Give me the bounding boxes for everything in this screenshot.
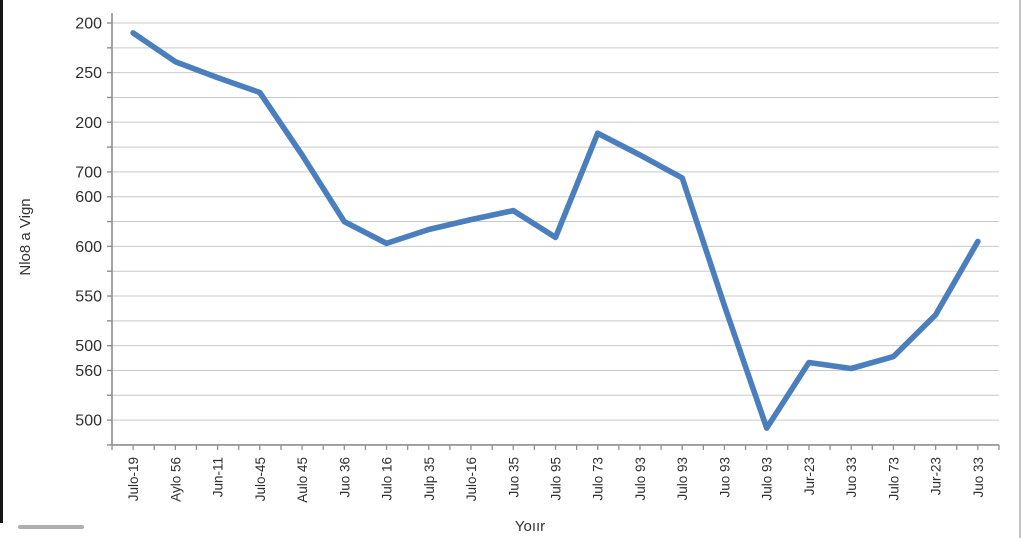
x-axis	[111, 444, 1000, 450]
x-tick-label: Jur-23	[929, 457, 944, 495]
y-tick-label: 600	[75, 239, 102, 256]
y-axis-title: Nlo8 a Vign	[17, 198, 34, 275]
x-tick-label: Julo 93	[633, 457, 648, 501]
right-border-line	[1019, 0, 1021, 538]
x-tick-label: Jur-23	[802, 457, 817, 495]
y-tick-label: 700	[75, 164, 102, 181]
y-tick-label: 500	[75, 338, 102, 355]
x-tick-label: Julo 93	[675, 457, 690, 501]
gridlines	[112, 22, 999, 421]
x-tick-label: Jun-11	[211, 457, 226, 497]
x-tick-label: Juo 36	[337, 457, 352, 498]
x-tick-label: Juo 33	[971, 457, 986, 498]
x-tick-label: Julo-16	[464, 457, 479, 501]
y-tick-label: 200	[75, 115, 102, 132]
x-tick-label: Juo 33	[844, 457, 859, 498]
y-tick-label: 500	[75, 413, 102, 430]
x-tick-label: Juo 93	[717, 457, 732, 498]
y-tick-label: 600	[75, 189, 102, 206]
y-axis	[107, 13, 113, 446]
left-border-line	[0, 0, 3, 523]
x-tick-label: Aulo 45	[295, 457, 310, 503]
x-tick-label: Julo 73	[886, 457, 901, 501]
x-tick-label: Juo 35	[506, 457, 521, 498]
data-line-series	[130, 30, 981, 431]
x-axis-title: Yoıır	[515, 518, 545, 535]
x-tick-label: Julo-19	[126, 457, 141, 501]
x-tick-label: Julo 16	[380, 457, 395, 501]
y-tick-label: 550	[75, 289, 102, 306]
y-tick-label: 250	[75, 65, 102, 82]
x-tick-label: Julo 73	[591, 457, 606, 501]
x-tick-label: Julp 35	[422, 457, 437, 501]
y-tick-labels: 200 250 200 700 600 600 550 500 560 500	[75, 16, 102, 430]
x-tick-label: Julo 93	[760, 457, 775, 501]
y-tick-label: 560	[75, 363, 102, 380]
x-tick-labels: Julo-19 Aylo 56 Jun-11 Julo-45 Aulo 45 Juo 36…	[126, 457, 986, 503]
x-tick-label: Julo 95	[549, 457, 564, 501]
y-tick-label: 200	[75, 16, 102, 33]
artifact-smudge	[18, 525, 84, 529]
x-tick-label: Aylo 56	[168, 457, 183, 502]
x-tick-label: Julo-45	[253, 457, 268, 501]
